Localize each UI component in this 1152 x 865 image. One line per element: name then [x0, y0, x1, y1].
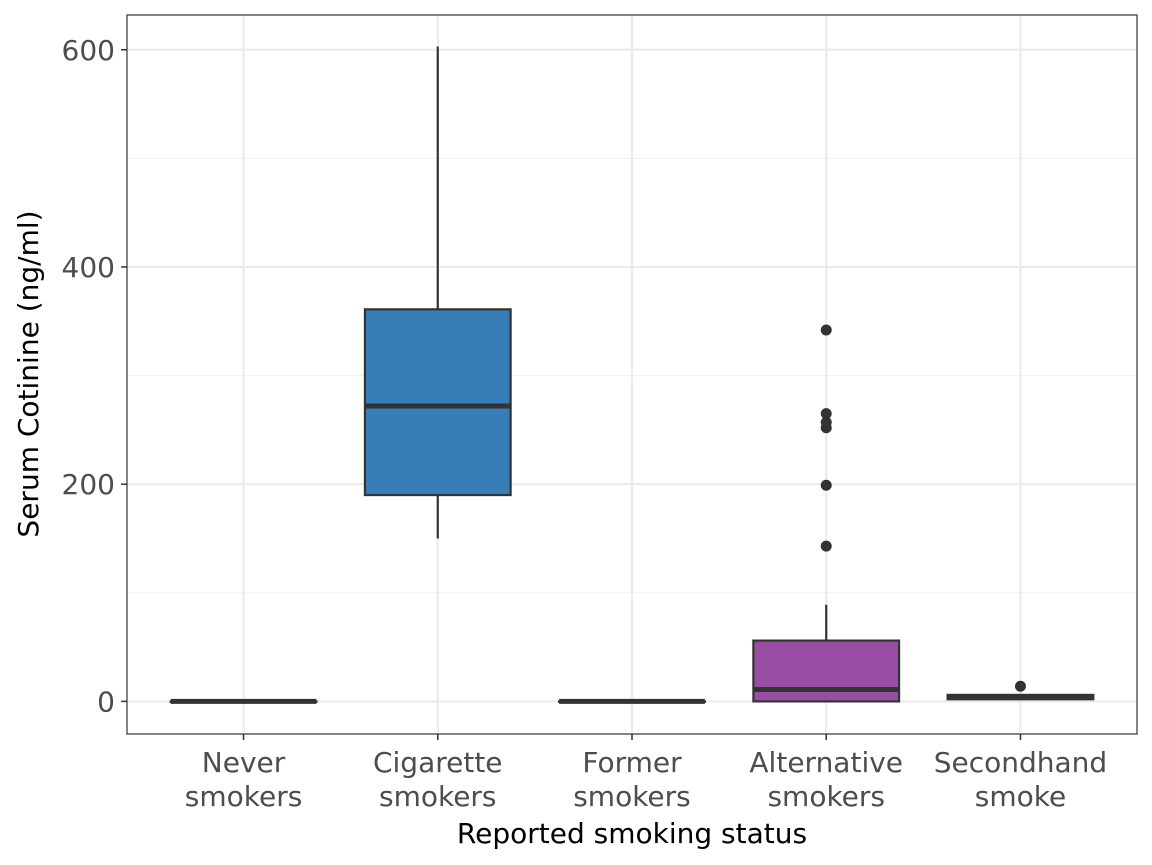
- grid-lines: [127, 15, 1137, 734]
- x-axis-title: Reported smoking status: [457, 817, 807, 850]
- y-tick-label: 200: [62, 468, 115, 501]
- x-tick-label: Secondhand smoke: [934, 746, 1107, 813]
- y-axis: 0 200 400 600: [62, 34, 127, 718]
- outlier-point: [820, 540, 832, 552]
- box-group: [752, 324, 901, 703]
- box-group: [558, 698, 706, 704]
- box-body: [363, 308, 512, 497]
- boxes: [169, 46, 1095, 704]
- outlier-point: [820, 416, 832, 428]
- y-axis-title: Serum Cotinine (ng/ml): [12, 210, 45, 537]
- x-tick-label: Former smokers: [573, 746, 691, 813]
- x-tick-label: Alternative smokers: [749, 746, 903, 813]
- outlier-point: [1014, 680, 1026, 692]
- box-body: [752, 639, 901, 703]
- x-tick-label: Never smokers: [185, 746, 303, 813]
- y-tick-label: 400: [62, 251, 115, 284]
- box-group: [169, 698, 318, 704]
- box-group: [363, 46, 512, 539]
- outlier-point: [820, 408, 832, 420]
- x-axis: Never smokers Cigarette smokers Former smoker…: [185, 734, 1107, 813]
- y-tick-label: 600: [62, 34, 115, 67]
- y-tick-label: 0: [97, 685, 115, 718]
- box-group: [946, 680, 1095, 701]
- outlier-point: [820, 479, 832, 491]
- x-tick-label: Cigarette smokers: [373, 746, 503, 813]
- outlier-point: [820, 324, 832, 336]
